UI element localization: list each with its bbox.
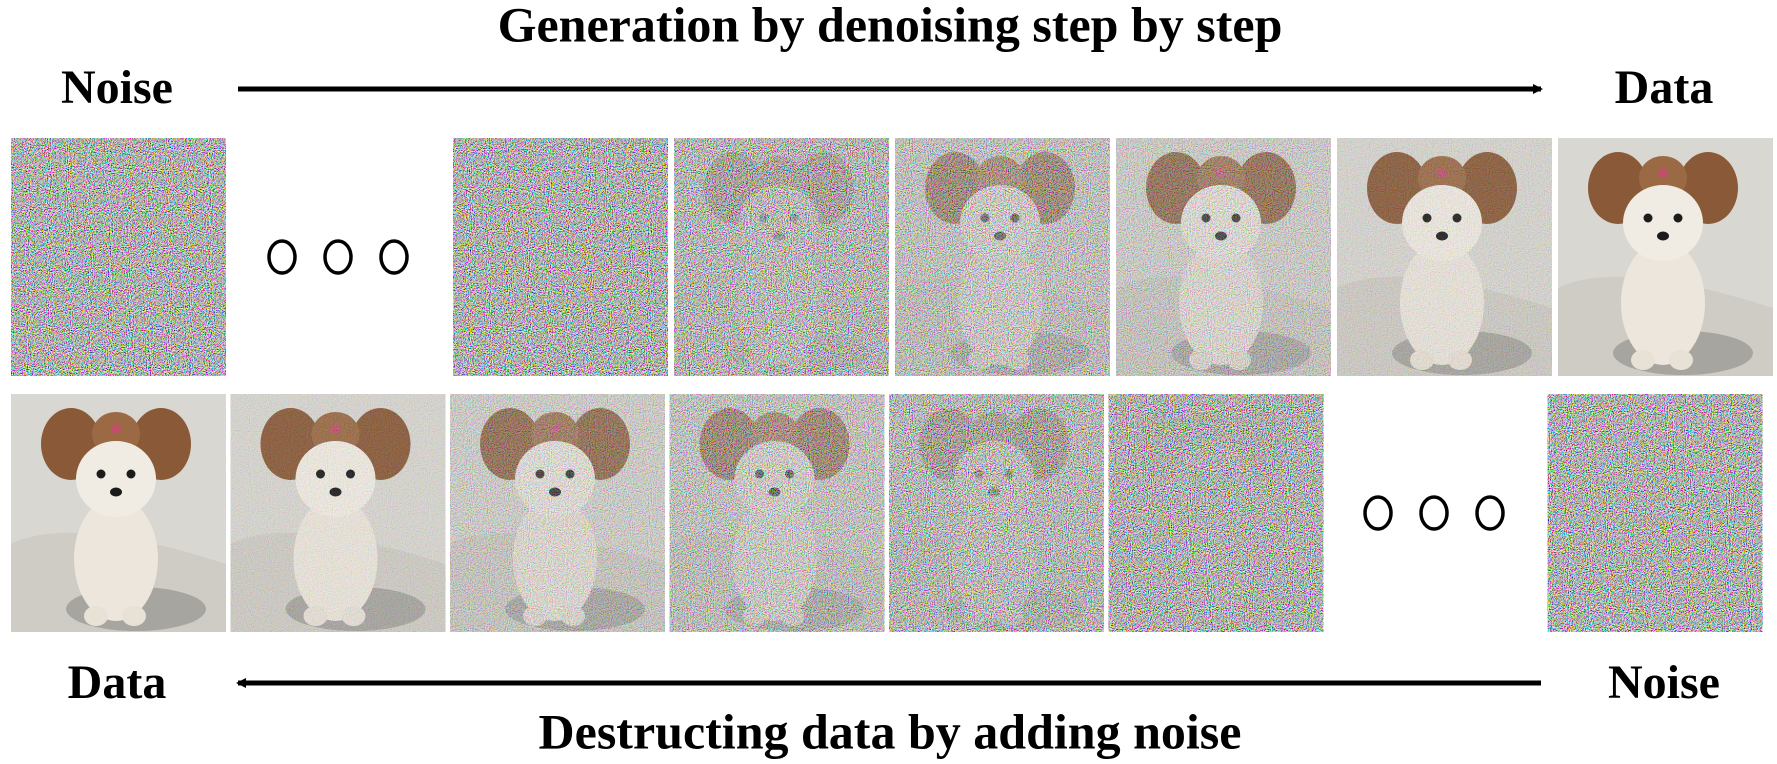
top-right-label: Data <box>1615 61 1714 114</box>
noise-layer <box>674 138 889 376</box>
bottom-right-label: Noise <box>1608 656 1720 709</box>
image-tile <box>895 138 1110 376</box>
noise-layer <box>1109 394 1324 632</box>
noise-layer <box>11 138 226 376</box>
ellipsis-dot <box>325 241 351 273</box>
noise-layer <box>1548 394 1763 632</box>
image-tile <box>231 394 446 632</box>
image-tile <box>11 138 226 376</box>
image-tile <box>670 394 885 632</box>
image-tile <box>674 138 889 376</box>
image-tile <box>1109 394 1324 632</box>
bottom-title: Destructing data by adding noise <box>539 703 1242 759</box>
ellipsis-dot <box>381 241 407 273</box>
image-tile <box>11 394 226 632</box>
image-tile <box>450 394 665 632</box>
image-tile <box>1337 138 1552 376</box>
dog-image <box>1558 138 1773 376</box>
dog-image <box>11 394 226 632</box>
noise-layer <box>889 394 1104 632</box>
ellipsis-dot <box>1365 497 1391 529</box>
top-left-label: Noise <box>61 61 173 114</box>
image-tile <box>1116 138 1331 376</box>
noise-layer <box>453 138 668 376</box>
image-tile <box>1548 394 1763 632</box>
noise-layer <box>1116 138 1331 376</box>
diffusion-diagram: Generation by denoising step by step Noi… <box>0 0 1777 764</box>
ellipsis-dot <box>269 241 295 273</box>
ellipsis-dot <box>1421 497 1447 529</box>
noise-layer <box>450 394 665 632</box>
noise-layer <box>670 394 885 632</box>
noise-layer <box>1337 138 1552 376</box>
image-rows <box>11 138 1773 632</box>
image-tile <box>889 394 1104 632</box>
noise-layer <box>895 138 1110 376</box>
bottom-left-label: Data <box>68 656 167 709</box>
image-tile <box>1558 138 1773 376</box>
noise-layer <box>231 394 446 632</box>
ellipsis-dot <box>1477 497 1503 529</box>
ellipsis-tile <box>1365 497 1503 529</box>
image-tile <box>453 138 668 376</box>
top-title: Generation by denoising step by step <box>498 0 1283 52</box>
ellipsis-tile <box>269 241 407 273</box>
